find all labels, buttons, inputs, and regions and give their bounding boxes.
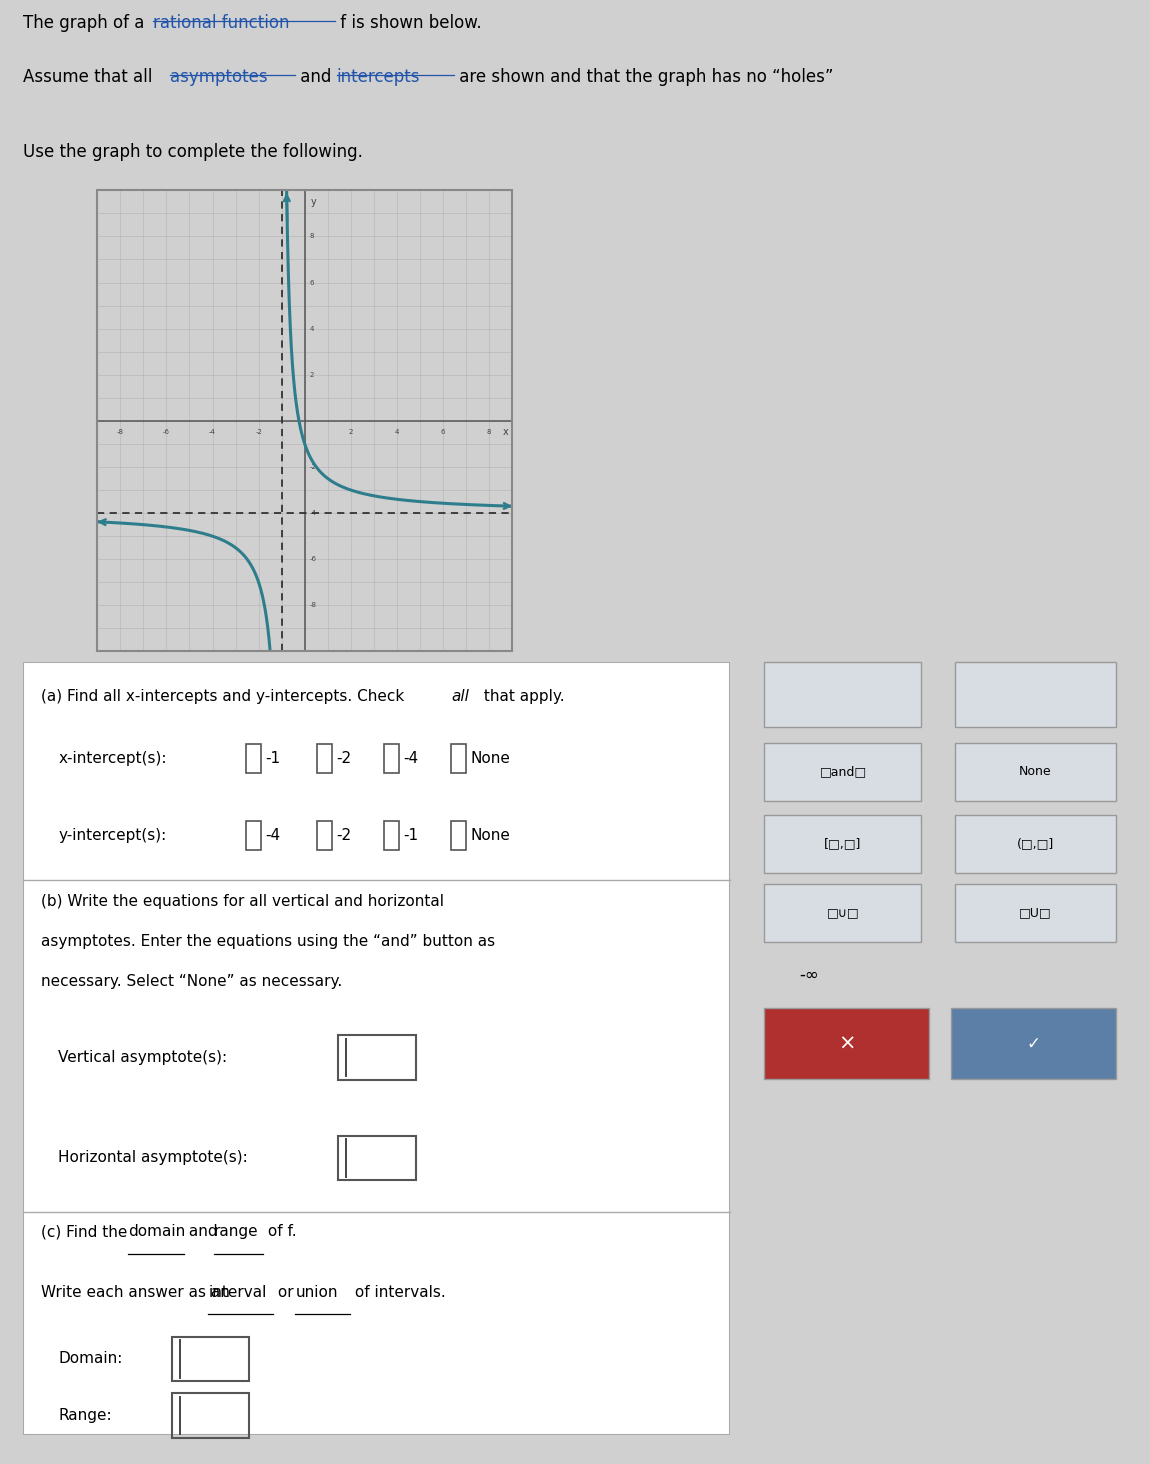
Text: ✓: ✓ xyxy=(1027,1035,1041,1053)
Bar xyxy=(765,662,921,728)
Text: None: None xyxy=(470,751,511,766)
Text: (b) Write the equations for all vertical and horizontal: (b) Write the equations for all vertical… xyxy=(40,893,444,909)
Text: □: □ xyxy=(959,691,976,710)
Text: 4: 4 xyxy=(309,325,314,332)
Text: □and□: □and□ xyxy=(820,766,866,779)
Text: -4: -4 xyxy=(209,429,216,435)
Text: □U□: □U□ xyxy=(1019,906,1052,919)
Bar xyxy=(451,744,467,773)
Text: and: and xyxy=(184,1224,223,1240)
Bar xyxy=(451,821,467,851)
Text: -1: -1 xyxy=(266,751,281,766)
Bar xyxy=(384,821,399,851)
Bar xyxy=(765,742,921,801)
Text: y: y xyxy=(312,196,317,206)
Bar xyxy=(954,815,1116,874)
Text: 6: 6 xyxy=(440,429,445,435)
Bar xyxy=(765,884,921,943)
Text: of f.: of f. xyxy=(263,1224,297,1240)
Bar xyxy=(171,1337,250,1382)
Text: are shown and that the graph has no “holes”: are shown and that the graph has no “hol… xyxy=(453,67,833,86)
Text: and: and xyxy=(294,67,336,86)
Text: -6: -6 xyxy=(163,429,170,435)
Text: that apply.: that apply. xyxy=(480,688,565,704)
Text: interval: interval xyxy=(208,1285,267,1300)
Bar xyxy=(316,821,332,851)
Bar xyxy=(98,190,512,651)
Text: -8: -8 xyxy=(309,602,316,609)
Text: Horizontal asymptote(s):: Horizontal asymptote(s): xyxy=(59,1151,248,1165)
Text: range: range xyxy=(214,1224,259,1240)
Text: -8: -8 xyxy=(117,429,124,435)
Text: Vertical asymptote(s):: Vertical asymptote(s): xyxy=(59,1050,228,1064)
Text: union: union xyxy=(296,1285,338,1300)
Bar xyxy=(765,815,921,874)
Bar xyxy=(246,821,261,851)
Text: domain: domain xyxy=(128,1224,185,1240)
Text: x-intercept(s):: x-intercept(s): xyxy=(59,751,167,766)
Text: □: □ xyxy=(820,673,836,691)
Text: of intervals.: of intervals. xyxy=(350,1285,445,1300)
Text: x: x xyxy=(503,427,508,438)
Text: -4: -4 xyxy=(266,829,281,843)
Text: -1: -1 xyxy=(404,829,419,843)
Text: (c) Find the: (c) Find the xyxy=(40,1224,132,1240)
Text: necessary. Select “None” as necessary.: necessary. Select “None” as necessary. xyxy=(40,974,342,990)
Bar xyxy=(954,662,1116,728)
Bar xyxy=(951,1009,1116,1079)
Text: y-intercept(s):: y-intercept(s): xyxy=(59,829,167,843)
Text: □: □ xyxy=(981,712,992,725)
Text: None: None xyxy=(1019,766,1052,779)
Text: (a) Find all x-intercepts and y-intercepts. Check: (a) Find all x-intercepts and y-intercep… xyxy=(40,688,408,704)
Bar xyxy=(954,742,1116,801)
Bar xyxy=(384,744,399,773)
Bar xyxy=(765,1009,929,1079)
Text: all: all xyxy=(452,688,469,704)
Text: 2: 2 xyxy=(309,372,314,378)
Bar xyxy=(338,1035,415,1080)
Text: Domain:: Domain: xyxy=(59,1351,123,1366)
Text: intercepts: intercepts xyxy=(337,67,420,86)
Text: -2: -2 xyxy=(309,464,316,470)
Text: Range:: Range: xyxy=(59,1408,112,1423)
Text: □: □ xyxy=(981,676,992,690)
Bar xyxy=(246,744,261,773)
Text: -2: -2 xyxy=(255,429,262,435)
Text: -2: -2 xyxy=(336,829,352,843)
Text: 4: 4 xyxy=(394,429,399,435)
Text: (□,□]: (□,□] xyxy=(1017,837,1055,851)
Text: Assume that all: Assume that all xyxy=(23,67,158,86)
Text: [□,□]: [□,□] xyxy=(825,837,861,851)
Text: 2: 2 xyxy=(348,429,353,435)
Text: -∞: -∞ xyxy=(799,966,819,984)
Text: asymptotes. Enter the equations using the “and” button as: asymptotes. Enter the equations using th… xyxy=(40,934,494,949)
Bar xyxy=(338,1136,415,1180)
Text: 6: 6 xyxy=(309,280,314,285)
Text: f is shown below.: f is shown below. xyxy=(336,15,482,32)
Text: rational function: rational function xyxy=(153,15,290,32)
Text: or: or xyxy=(273,1285,298,1300)
Text: 8: 8 xyxy=(309,233,314,240)
Bar xyxy=(171,1392,250,1438)
Text: ×: × xyxy=(838,1034,856,1054)
Text: 8: 8 xyxy=(486,429,491,435)
Text: -6: -6 xyxy=(309,556,316,562)
Text: -4: -4 xyxy=(404,751,419,766)
Text: asymptotes: asymptotes xyxy=(170,67,268,86)
Text: None: None xyxy=(470,829,511,843)
Text: □∪□: □∪□ xyxy=(827,906,859,919)
Text: The graph of a: The graph of a xyxy=(23,15,150,32)
Text: -4: -4 xyxy=(309,509,316,517)
Bar xyxy=(954,884,1116,943)
Bar xyxy=(316,744,332,773)
Text: Use the graph to complete the following.: Use the graph to complete the following. xyxy=(23,143,363,161)
Text: Write each answer as an: Write each answer as an xyxy=(40,1285,235,1300)
Text: □: □ xyxy=(820,712,836,729)
Text: -2: -2 xyxy=(336,751,352,766)
